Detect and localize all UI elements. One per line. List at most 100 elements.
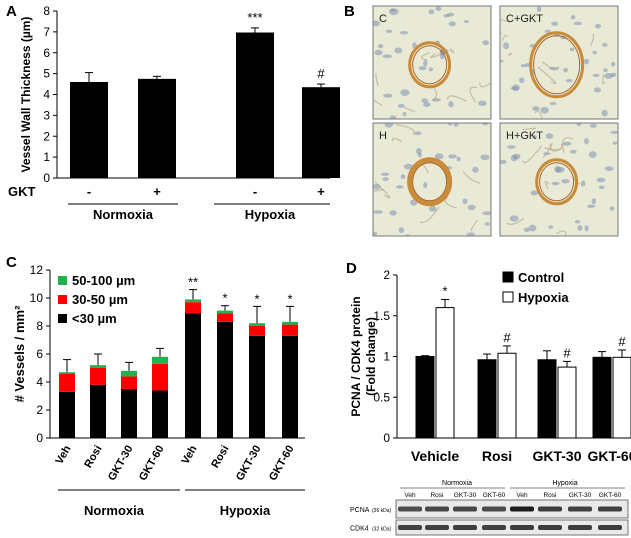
- micrograph-nucleus: [565, 78, 573, 83]
- micrograph-nucleus: [400, 174, 406, 180]
- micrograph-nucleus: [561, 179, 570, 184]
- micrograph-nucleus: [472, 166, 479, 173]
- panel-d-y-tick-label: 0.5: [373, 390, 390, 404]
- panel-a-gkt-sign: +: [317, 184, 325, 199]
- panel-c-legend-swatch: [58, 276, 67, 285]
- micrograph-nucleus: [448, 154, 457, 159]
- panel-d-significance: *: [442, 283, 447, 298]
- micrograph-nucleus: [484, 222, 490, 226]
- vessel-wall: [408, 41, 452, 89]
- panel-c-bar-segment: [282, 321, 298, 325]
- panel-c-legend-swatch: [58, 314, 67, 323]
- panel-a-bar: [302, 87, 340, 178]
- blot-band: [538, 506, 562, 512]
- micrograph-nucleus: [453, 123, 459, 127]
- panel-c-x-tick-label: GKT-30: [106, 444, 136, 483]
- micrograph-tissue-strand: [420, 52, 430, 61]
- micrograph-background: [373, 6, 491, 119]
- micrograph-tissue-strand: [403, 106, 416, 113]
- panel-d-y-axis-label-line: (Fold change): [364, 317, 378, 396]
- micrograph-nucleus: [610, 130, 618, 135]
- micrograph-tissue-strand: [391, 137, 402, 143]
- panel-c-bar-segment: [121, 389, 137, 438]
- blot-band: [510, 506, 534, 512]
- blot-band: [568, 506, 592, 512]
- micrograph-nucleus: [398, 227, 405, 234]
- micrograph-nucleus: [540, 106, 549, 114]
- micrograph-nucleus: [502, 42, 510, 50]
- micrograph-nucleus: [397, 103, 405, 108]
- micrograph-nucleus: [570, 149, 577, 154]
- micrograph-nucleus: [431, 98, 441, 102]
- panel-a-row-label: GKT: [8, 184, 36, 199]
- panel-c-bar-segment: [90, 368, 106, 385]
- western-blot: Normoxia Hypoxia Veh Rosi GKT-30 GKT-60 Veh Ros…: [350, 480, 629, 536]
- micrograph-tile: [373, 123, 491, 236]
- micrograph-tile: [373, 6, 491, 119]
- panel-d-significance: #: [563, 345, 571, 360]
- micrograph-tissue-strand: [556, 230, 567, 236]
- micrograph-tissue-strand: [374, 181, 391, 199]
- micrograph-nucleus: [612, 141, 618, 145]
- micrograph-nucleus: [377, 44, 384, 49]
- panel-c-bar-segment: [90, 384, 106, 438]
- micrograph-tissue-strand: [462, 171, 481, 184]
- micrograph-nucleus: [428, 9, 435, 15]
- panel-d-legend-label: Control: [518, 270, 564, 285]
- panel-b-micrographs: C C+GKT H H+GKT: [372, 5, 619, 237]
- panel-label-d: D: [346, 260, 357, 277]
- micrograph-tissue-strand: [573, 176, 581, 185]
- micrograph-tissue-strand: [444, 196, 457, 209]
- panel-d-y-tick-label: 2: [383, 268, 390, 282]
- blot-lane-label: Veh: [516, 492, 528, 499]
- micrograph-tissue-strand: [601, 74, 606, 84]
- panel-d-bar: [592, 356, 612, 439]
- micrograph-nucleus: [562, 141, 572, 146]
- panel-c-bar-segment: [90, 365, 106, 368]
- micrograph-nucleus: [603, 68, 608, 73]
- micrograph-nucleus: [456, 156, 461, 162]
- micrograph-tissue-strand: [508, 52, 513, 57]
- vessel-lumen-edge: [539, 162, 575, 202]
- micrograph-nucleus: [576, 123, 582, 127]
- panel-c-significance: *: [287, 291, 292, 306]
- blot-band: [425, 525, 449, 530]
- micrograph-nucleus: [548, 225, 554, 229]
- blot-band: [482, 506, 506, 512]
- micrograph-nucleus: [443, 14, 450, 18]
- micrograph-nucleus: [569, 47, 575, 52]
- blot-band: [398, 525, 422, 530]
- panel-d-bar: [415, 356, 435, 439]
- blot-lane-label: Rosi: [543, 492, 556, 499]
- blot-row-size: (36 kDa): [372, 508, 392, 514]
- panel-label-c: C: [6, 254, 17, 271]
- micrograph-tissue-strand: [544, 180, 550, 190]
- panel-c-x-tick-label: GKT-60: [267, 444, 297, 483]
- panel-c-group-label: Hypoxia: [220, 503, 271, 518]
- micrograph-tissue-strand: [395, 124, 415, 136]
- micrograph-nucleus: [584, 137, 589, 145]
- panel-c-legend-label: 50-100 µm: [72, 273, 135, 288]
- panel-d-bar: [435, 307, 455, 439]
- micrograph-tissue-strand: [522, 145, 543, 164]
- panel-a-group-label: Normoxia: [93, 207, 154, 222]
- micrograph-nucleus: [601, 109, 608, 117]
- micrograph-nucleus: [523, 227, 530, 233]
- panel-a-y-axis-label: Vessel Wall Thickness (µm): [19, 17, 33, 173]
- panel-c-bar-segment: [217, 310, 233, 314]
- panel-d-y-axis-label: PCNA / CDK4 protein(Fold change): [349, 296, 378, 416]
- micrograph-tissue-strand: [419, 206, 440, 224]
- panel-a-y-tick-label: 2: [43, 129, 50, 143]
- micrograph-background: [373, 123, 491, 236]
- micrograph-nucleus: [570, 15, 576, 20]
- micrograph-nucleus: [577, 225, 583, 232]
- panel-c-legend-swatch: [58, 295, 67, 304]
- micrograph-tissue-strand: [449, 48, 455, 54]
- micrograph-nucleus: [467, 204, 476, 211]
- panel-c-bar-segment: [249, 323, 265, 326]
- panel-d-significance: #: [618, 334, 626, 349]
- panel-c-x-tick-label: Rosi: [82, 444, 104, 471]
- micrograph-nucleus: [554, 165, 562, 173]
- micrograph-nucleus: [428, 67, 434, 72]
